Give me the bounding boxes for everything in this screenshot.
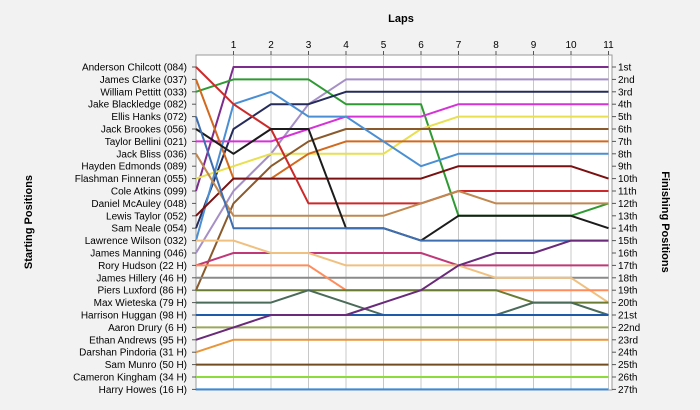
starting-position-label: Sam Munro (50 H)	[105, 360, 187, 371]
lap-tick-label: 5	[381, 40, 387, 51]
driver-series-line-23	[195, 239, 609, 341]
driver-series-line-4	[195, 90, 609, 229]
lap-tick-label: 4	[343, 40, 349, 51]
driver-series-line-24	[195, 338, 609, 354]
starting-position-label: William Pettitt (033)	[100, 87, 187, 98]
starting-position-label: Ethan Andrews (95 H)	[89, 335, 187, 346]
starting-position-label: Anderson Chilcott (084)	[82, 63, 187, 74]
finishing-position-label: 24th	[618, 348, 637, 359]
finishing-position-label: 23rd	[618, 335, 638, 346]
starting-position-label: Cameron Kingham (34 H)	[73, 373, 187, 384]
starting-position-label: James Hillery (46 H)	[96, 273, 187, 284]
finishing-position-label: 27th	[618, 385, 637, 396]
lap-tick-label: 10	[565, 40, 577, 51]
starting-position-label: Aaron Drury (6 H)	[108, 323, 187, 334]
starting-position-label: Cole Atkins (099)	[111, 187, 187, 198]
starting-position-label: James Clarke (037)	[100, 75, 187, 86]
driver-series-line-10	[195, 165, 609, 217]
finishing-position-label: 4th	[618, 100, 632, 111]
starting-position-label: Max Wieteska (79 H)	[94, 298, 187, 309]
finishing-position-label: 21st	[618, 311, 637, 322]
finishing-position-label: 7th	[618, 137, 632, 148]
finishing-position-label: 22nd	[618, 323, 640, 334]
driver-series-line-17	[196, 239, 610, 304]
driver-series-line-2	[195, 78, 609, 254]
starting-position-label: Hayden Edmonds (089)	[81, 162, 187, 173]
finishing-position-label: 8th	[618, 149, 632, 160]
driver-series-line-11	[195, 66, 609, 205]
driver-series-line-1	[195, 66, 609, 192]
driver-series-line-5	[196, 103, 609, 143]
starting-position-label: Jack Bliss (036)	[116, 149, 187, 160]
driver-series-line-12	[195, 153, 609, 217]
driver-series-line-14	[195, 116, 609, 242]
lap-tick-label: 6	[418, 40, 424, 51]
finishing-position-label: 12th	[618, 199, 637, 210]
finishing-position-label: 9th	[618, 162, 632, 173]
finishing-position-label: 14th	[618, 224, 637, 235]
starting-position-label: Flashman Finneran (055)	[75, 174, 187, 185]
finishing-position-label: 18th	[618, 273, 637, 284]
lap-tick-label: 7	[456, 40, 462, 51]
lap-tick-label: 9	[531, 40, 537, 51]
starting-position-label: Harrison Huggan (98 H)	[81, 311, 187, 322]
driver-series-line-7	[195, 128, 609, 291]
finishing-position-label: 1st	[618, 63, 632, 74]
finishing-position-label: 2nd	[618, 75, 635, 86]
finishing-position-label: 5th	[618, 112, 632, 123]
starting-position-label: Darshan Pindoria (31 H)	[79, 348, 187, 359]
starting-position-label: Taylor Bellini (021)	[105, 137, 187, 148]
finishing-position-label: 10th	[618, 174, 637, 185]
finishing-position-label: 25th	[618, 360, 637, 371]
plot-area	[195, 54, 613, 391]
finishing-position-label: 20th	[618, 298, 637, 309]
starting-position-label: Lawrence Wilson (032)	[85, 236, 187, 247]
driver-series-line-15	[195, 252, 609, 267]
starting-position-label: Rory Hudson (22 H)	[98, 261, 187, 272]
starting-position-label: Piers Luxford (86 H)	[98, 286, 187, 297]
finishing-position-label: 11th	[618, 187, 637, 198]
starting-position-label: Daniel McAuley (048)	[91, 199, 187, 210]
finishing-position-label: 17th	[618, 261, 637, 272]
finishing-position-label: 6th	[618, 125, 632, 136]
lap-tick-label: 11	[603, 40, 614, 51]
finishing-position-label: 15th	[618, 236, 637, 247]
finishing-position-label: 3rd	[618, 87, 632, 98]
starting-position-label: Sam Neale (054)	[111, 224, 187, 235]
driver-series-line-9	[195, 90, 609, 241]
lap-tick-label: 1	[231, 40, 237, 51]
lap-tick-label: 2	[268, 40, 274, 51]
left-axis-label: Starting Positions	[23, 175, 35, 269]
lap-tick-label: 3	[306, 40, 312, 51]
finishing-position-label: 19th	[618, 286, 637, 297]
starting-position-label: Harry Howes (16 H)	[99, 385, 187, 396]
finishing-position-label: 13th	[618, 211, 637, 222]
starting-position-label: Jack Brookes (056)	[101, 125, 187, 136]
lap-tick-label: 8	[493, 40, 499, 51]
starting-position-label: Lewis Taylor (052)	[106, 211, 187, 222]
starting-position-label: Jake Blackledge (082)	[88, 100, 187, 111]
starting-position-label: James Manning (046)	[90, 249, 187, 260]
starting-position-label: Ellis Hanks (072)	[111, 112, 187, 123]
x-axis-label: Laps	[388, 13, 414, 25]
finishing-position-label: 16th	[618, 249, 637, 260]
finishing-position-label: 26th	[618, 373, 637, 384]
right-axis-label: Finishing Positions	[659, 171, 671, 272]
